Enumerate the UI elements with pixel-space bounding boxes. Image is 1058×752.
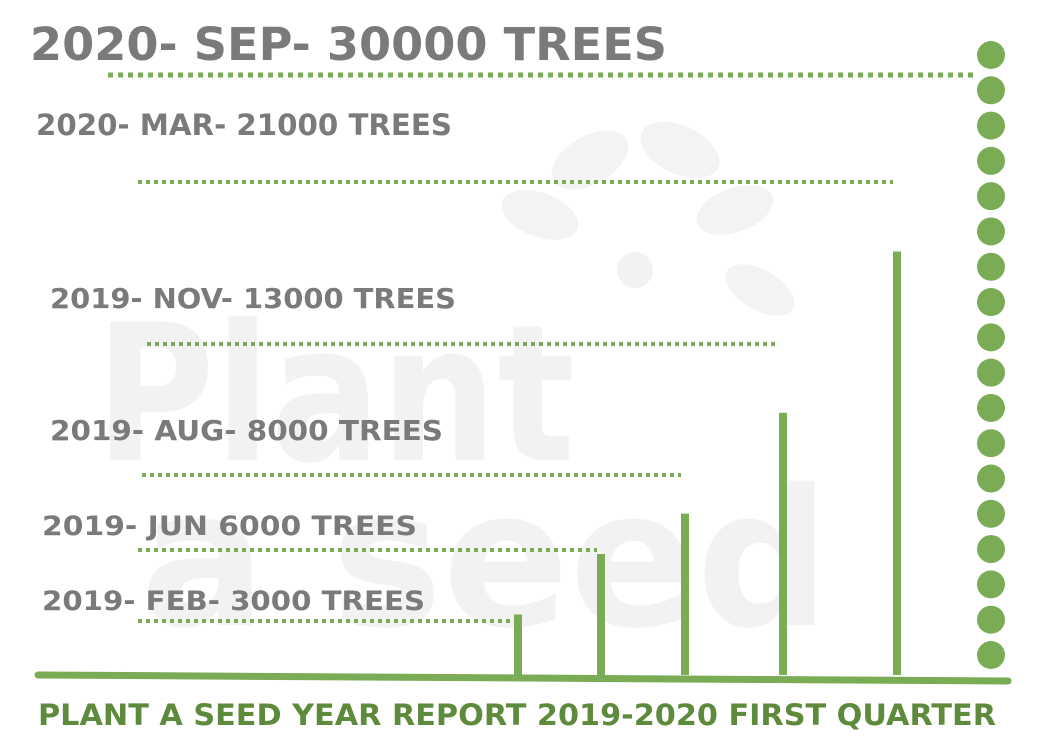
dotted-bar-dot	[977, 217, 1005, 246]
point-label-4: 2020- MAR- 21000 TREES	[36, 108, 452, 142]
point-label-3: 2019- NOV- 13000 TREES	[50, 282, 456, 315]
dotted-bar-dot	[977, 393, 1005, 422]
chart-title: 2020- SEP- 30000 TREES	[30, 18, 667, 71]
watermark-line1: Plant	[95, 284, 575, 505]
dotted-bar-dot	[977, 429, 1005, 458]
dotted-bar-dot	[977, 535, 1005, 564]
dotted-bar-dot	[977, 499, 1005, 528]
dotted-bar-dot	[977, 252, 1005, 281]
dotted-bar-dot	[977, 182, 1005, 211]
dotted-bar-dot	[977, 605, 1005, 634]
dotted-bar-dot	[977, 323, 1005, 352]
dotted-bar-dot	[977, 641, 1005, 669]
dotted-bar-dot	[977, 111, 1005, 140]
dotted-bar-dot	[977, 41, 1005, 69]
point-label-1: 2019- JUN 6000 TREES	[42, 511, 417, 542]
point-label-2: 2019- AUG- 8000 TREES	[50, 414, 443, 447]
dotted-bar-dot	[977, 570, 1005, 599]
dotted-bar-dot	[977, 146, 1005, 175]
dotted-bar-dot	[977, 464, 1005, 493]
plant-a-seed-watermark: Plant a seed	[95, 121, 830, 670]
point-label-0: 2019- FEB- 3000 TREES	[42, 586, 425, 617]
dotted-bar-dot	[977, 358, 1005, 387]
watermark-line2: a seed	[140, 449, 830, 670]
dotted-bar-dot	[977, 288, 1005, 317]
baseline	[34, 671, 1012, 685]
dotted-bar-dot	[977, 76, 1005, 105]
footer-caption: PLANT A SEED YEAR REPORT 2019-2020 FIRST…	[38, 698, 996, 732]
